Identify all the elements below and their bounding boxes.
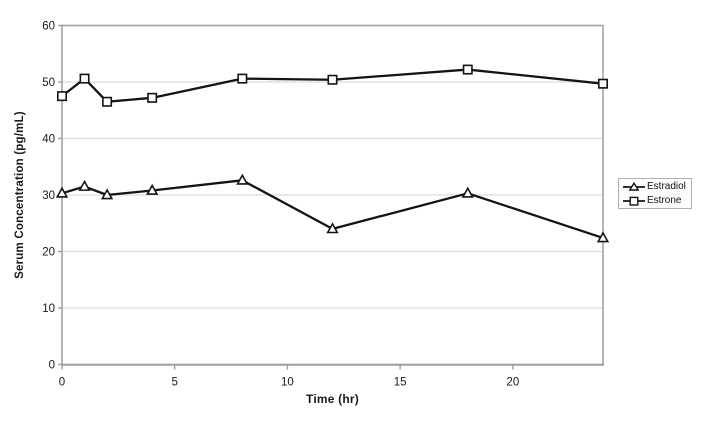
x-tick-label: 0 — [59, 377, 65, 389]
y-tick-label: 40 — [42, 134, 55, 146]
chart-legend: Estradiol Estrone — [618, 178, 692, 209]
legend-label-estrone: Estrone — [647, 194, 682, 206]
estradiol-triangle-marker-icon — [623, 181, 645, 191]
data-point-estradiol — [461, 186, 474, 198]
x-tick-label: 20 — [506, 377, 519, 389]
data-point-estrone — [237, 73, 248, 84]
data-point-estradiol — [55, 186, 69, 198]
x-tick-label: 5 — [172, 377, 178, 389]
legend-item-estrone: Estrone — [622, 194, 691, 208]
y-tick-label: 10 — [42, 303, 55, 315]
legend-item-estradiol: Estradiol — [622, 180, 691, 194]
legend-label-estradiol: Estradiol — [647, 180, 686, 192]
estrone-square-marker-icon — [623, 196, 645, 206]
data-point-estrone — [102, 96, 113, 107]
data-point-estrone — [462, 64, 473, 75]
series-line-estrone — [61, 68, 604, 103]
data-point-estrone — [56, 91, 67, 102]
data-point-estradiol — [78, 179, 91, 191]
y-axis-title: Serum Concentration (pg/mL) — [14, 111, 26, 279]
y-tick-label: 20 — [42, 247, 55, 259]
y-tick-label: 50 — [42, 77, 55, 89]
data-point-estradiol — [146, 183, 159, 195]
data-point-estrone — [597, 78, 608, 89]
x-tick-label: 15 — [394, 377, 407, 389]
y-tick-label: 0 — [49, 360, 55, 372]
y-tick-label: 30 — [42, 190, 55, 202]
data-point-estrone — [79, 73, 90, 84]
x-axis-title: Time (hr) — [306, 392, 359, 406]
data-point-estradiol — [596, 231, 610, 243]
data-point-estradiol — [236, 173, 249, 185]
data-point-estrone — [327, 74, 338, 85]
y-tick-label: 60 — [42, 21, 55, 33]
data-point-estradiol — [326, 222, 339, 234]
data-point-estradiol — [100, 188, 114, 200]
x-tick-label: 10 — [281, 377, 294, 389]
data-point-estrone — [147, 92, 158, 103]
